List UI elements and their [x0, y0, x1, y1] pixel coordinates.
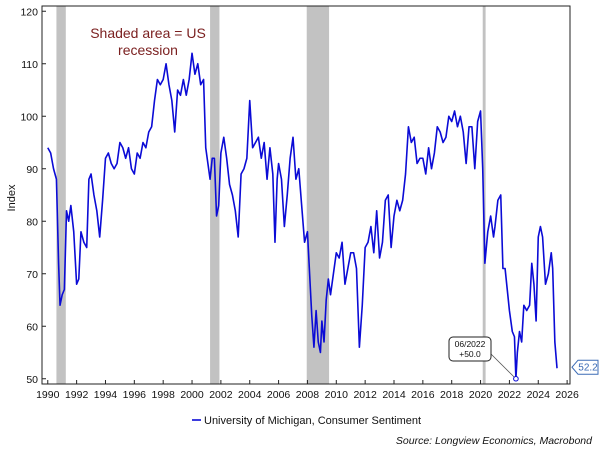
x-tick-label-2004: 2004 [238, 389, 262, 401]
x-axis-ticks: 1990 1992 1994 1996 1998 2000 2002 2004 2006 2008… [36, 380, 579, 401]
y-axis-label: Index [6, 184, 18, 211]
x-tick-label-1994: 1994 [94, 389, 118, 401]
x-tick-label-2024: 2024 [527, 389, 551, 401]
y-tick-label-90: 90 [26, 164, 38, 176]
last-value-label: 52.2 [578, 363, 598, 374]
recession-band-3 [482, 6, 486, 384]
recession-note-line1: Shaded area = US [90, 25, 206, 41]
callout-point [513, 375, 519, 382]
y-tick-label-100: 100 [20, 111, 38, 123]
legend: University of Michigan, Consumer Sentime… [192, 415, 421, 427]
callout-value: +50.0 [459, 349, 481, 359]
y-axis-ticks: 50 60 70 80 90 100 110 120 [20, 6, 46, 386]
last-value-flag [571, 359, 599, 375]
callout-frame [448, 336, 492, 362]
x-tick-label-2010: 2010 [325, 389, 349, 401]
x-tick-label-1998: 1998 [152, 389, 176, 401]
y-tick-label-50: 50 [26, 374, 38, 386]
x-tick-label-2008: 2008 [296, 389, 320, 401]
x-tick-label-2026: 2026 [555, 389, 579, 401]
x-tick-label-2020: 2020 [469, 389, 493, 401]
plot-frame [41, 5, 571, 385]
x-tick-label-2012: 2012 [353, 389, 377, 401]
x-tick-label-2022: 2022 [498, 389, 522, 401]
recession-band-2 [306, 6, 330, 384]
callout-box: 06/2022 +50.0 [448, 336, 519, 382]
last-value-tag: 52.2 [571, 359, 599, 375]
x-tick-label-1996: 1996 [123, 389, 147, 401]
x-tick-label-1990: 1990 [36, 389, 60, 401]
x-tick-label-2018: 2018 [440, 389, 464, 401]
recession-band-1 [210, 6, 220, 384]
series-line-consumer-sentiment [47, 52, 558, 380]
recession-bands [56, 6, 486, 384]
recession-note-line2: recession [118, 42, 178, 58]
recession-band-0 [56, 6, 66, 384]
x-tick-label-2006: 2006 [267, 389, 291, 401]
legend-label: University of Michigan, Consumer Sentime… [204, 415, 421, 427]
x-tick-label-2014: 2014 [382, 389, 406, 401]
y-tick-label-70: 70 [26, 269, 38, 281]
callout-leader-line [490, 353, 517, 380]
x-tick-label-2000: 2000 [180, 389, 204, 401]
x-tick-label-2002: 2002 [209, 389, 233, 401]
y-tick-label-60: 60 [26, 321, 38, 333]
source-note: Source: Longview Economics, Macrobond [396, 435, 593, 447]
y-tick-label-80: 80 [26, 216, 38, 228]
x-tick-label-2016: 2016 [411, 389, 435, 401]
y-tick-label-120: 120 [20, 6, 38, 18]
x-tick-label-1992: 1992 [65, 389, 89, 401]
y-tick-label-110: 110 [21, 59, 38, 71]
callout-date: 06/2022 [455, 339, 486, 349]
